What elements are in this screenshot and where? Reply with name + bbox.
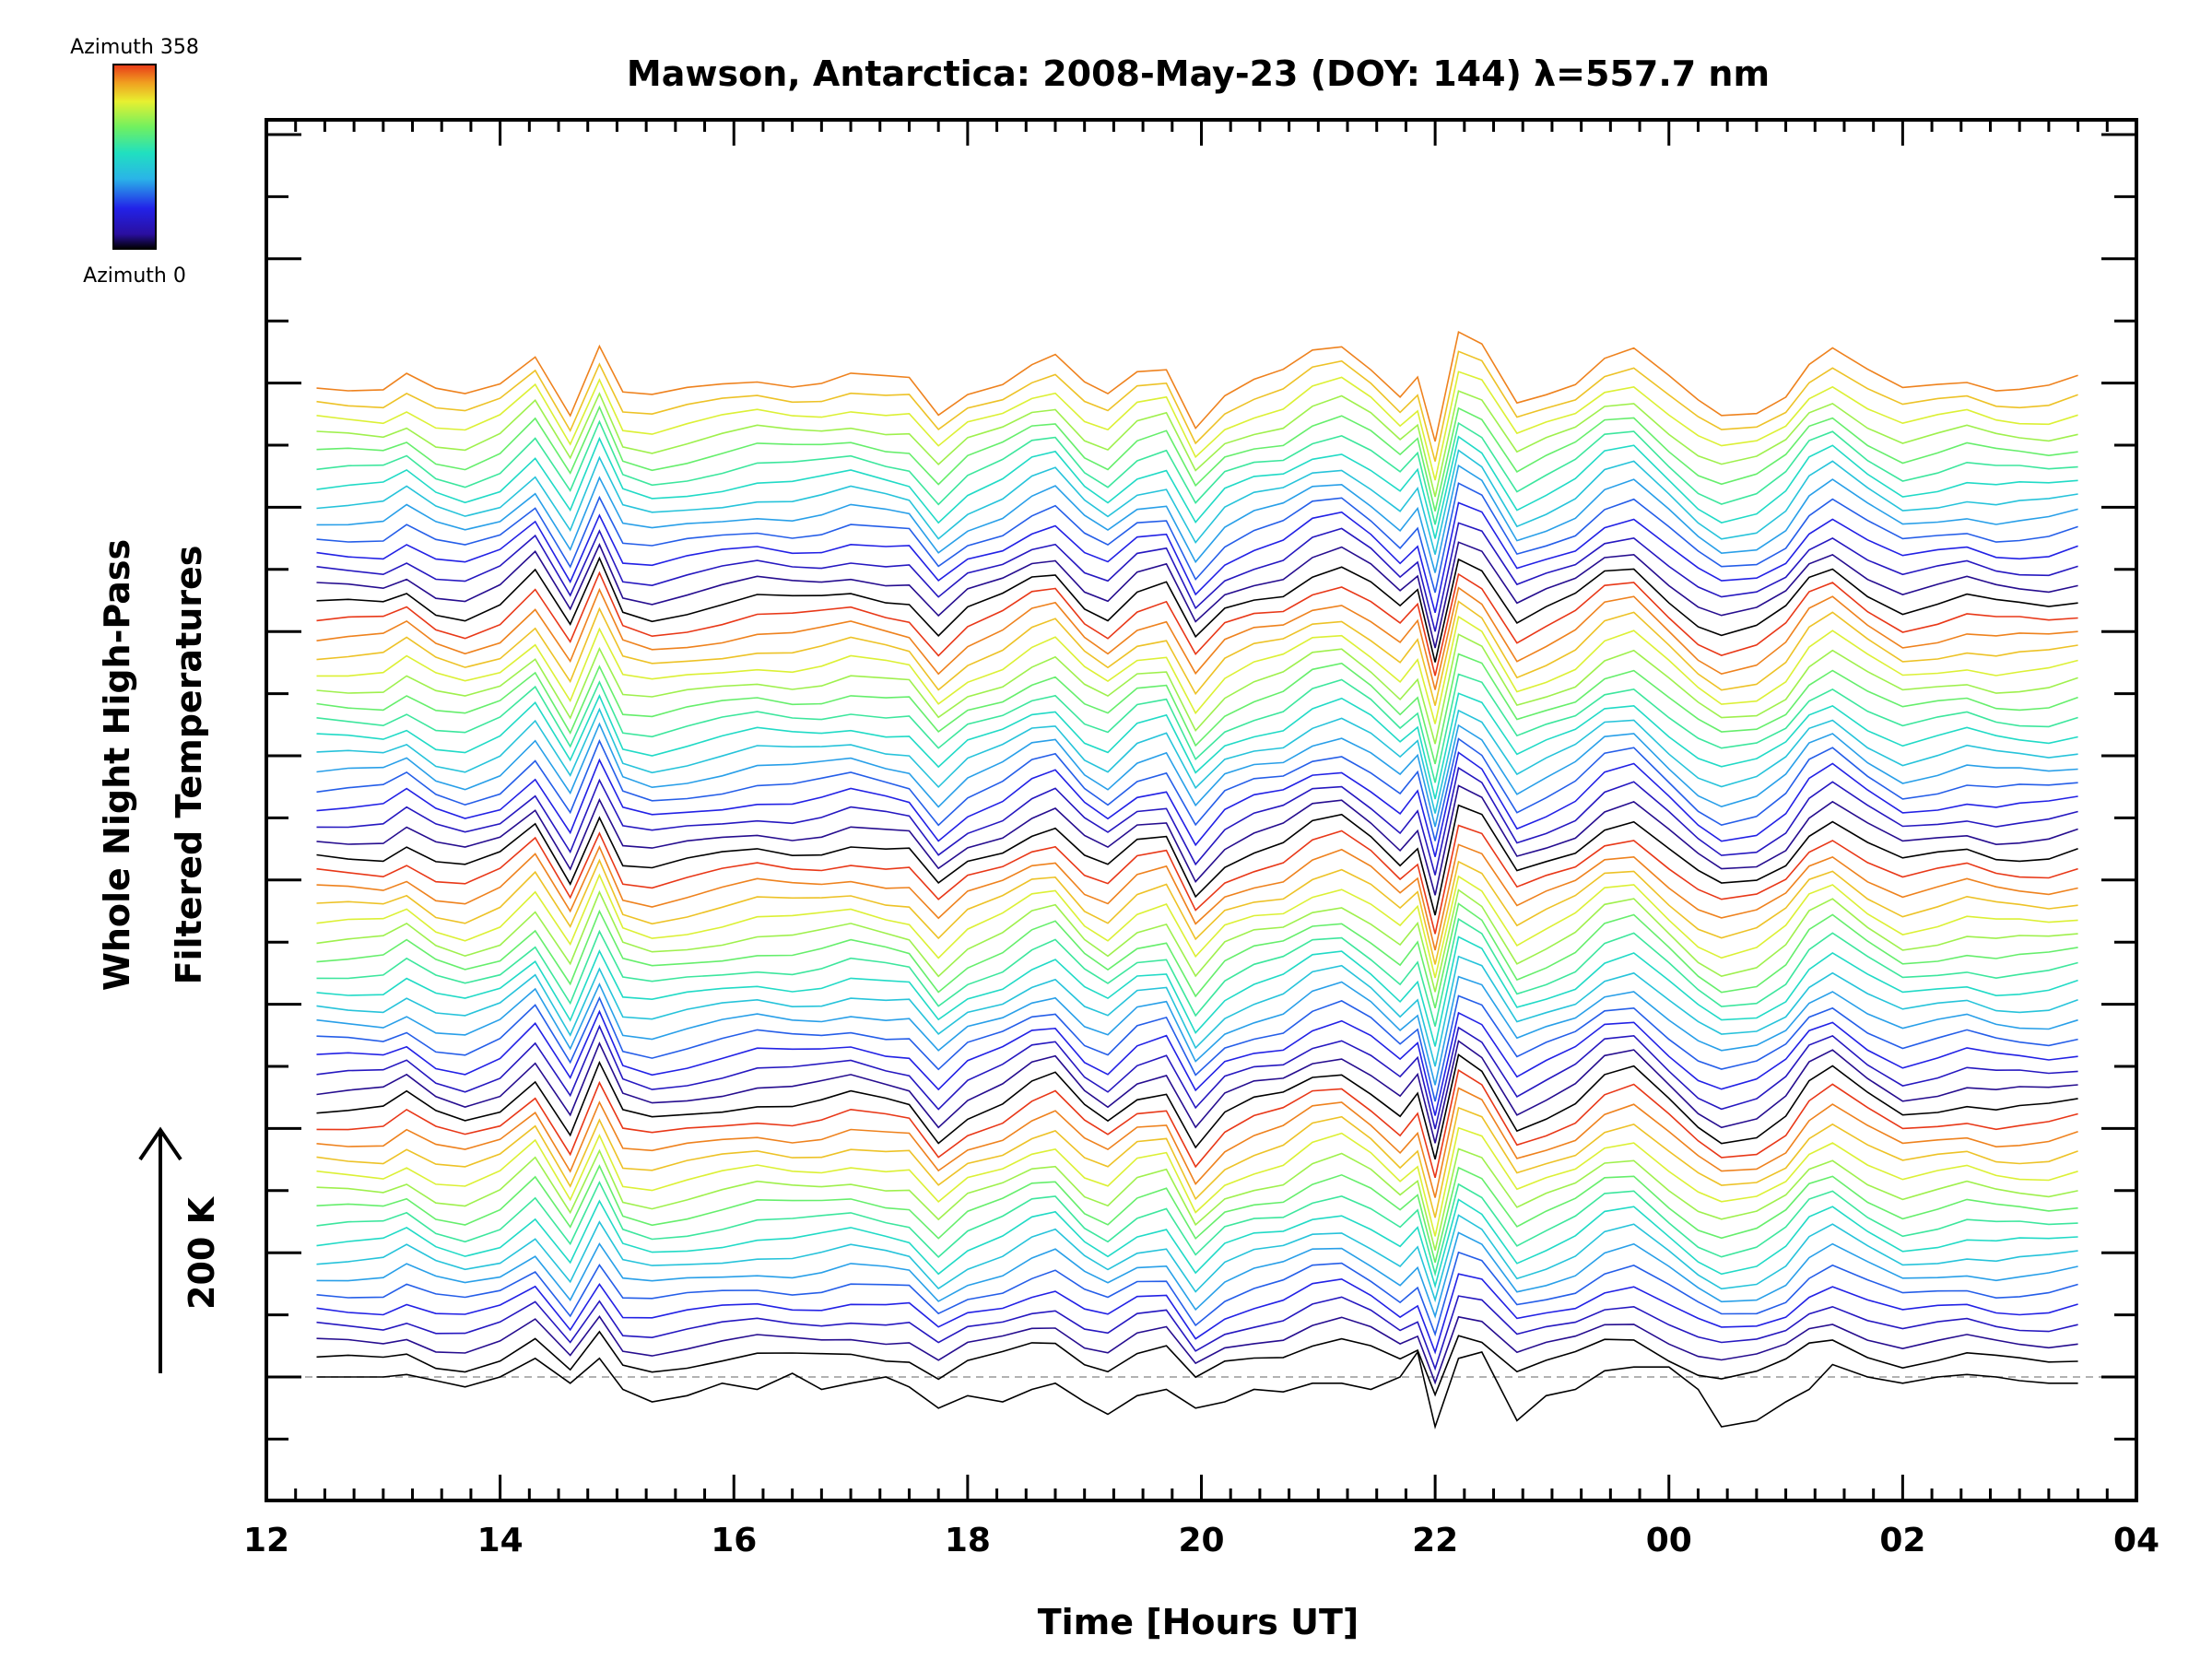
series-line	[316, 1040, 2078, 1144]
series-line	[316, 1180, 2078, 1277]
x-tick-label: 20	[1178, 1522, 1224, 1559]
x-tick-label: 00	[1646, 1522, 1692, 1559]
series-line	[316, 707, 2078, 814]
series-line	[316, 1350, 2078, 1430]
series-line	[316, 1087, 2078, 1198]
x-tick-label: 02	[1879, 1522, 1925, 1559]
y-axis-title-line1: Whole Night High-Pass	[97, 539, 137, 991]
series-line	[316, 371, 2078, 481]
series-line	[316, 737, 2078, 841]
series-line	[316, 419, 2078, 525]
x-tick-label: 14	[477, 1522, 524, 1559]
series-line	[316, 350, 2078, 462]
chart-title: Mawson, Antarctica: 2008-May-23 (DOY: 14…	[627, 53, 1770, 94]
series-line	[316, 482, 2078, 594]
series-line	[316, 935, 2078, 1047]
series-line	[316, 722, 2078, 828]
series-line	[316, 1273, 2078, 1355]
series-line	[316, 917, 2078, 1027]
series-line	[316, 571, 2078, 677]
colorbar-bottom-label: Azimuth 0	[83, 265, 186, 288]
scale-arrow	[138, 1126, 182, 1373]
plot-frame	[265, 118, 2138, 1502]
series-line	[316, 1024, 2078, 1130]
series-line	[316, 692, 2078, 800]
series-line	[316, 955, 2078, 1067]
series-line	[316, 1231, 2078, 1319]
series-line	[316, 858, 2078, 965]
series-line	[316, 1126, 2078, 1237]
series-line	[316, 541, 2078, 649]
series-line	[316, 600, 2078, 706]
series-line	[316, 435, 2078, 539]
series-line	[316, 873, 2078, 979]
series-line	[316, 633, 2078, 745]
series-line	[316, 1009, 2078, 1116]
series-line	[316, 405, 2078, 512]
series-line	[316, 1068, 2078, 1179]
series-line	[316, 843, 2078, 951]
x-tick-label: 12	[243, 1522, 289, 1559]
x-tick-label: 04	[2113, 1522, 2159, 1559]
series-line	[316, 501, 2078, 614]
x-tick-label: 22	[1412, 1522, 1458, 1559]
axes-group	[265, 118, 2138, 1502]
x-tick-label: 16	[711, 1522, 757, 1559]
series-line	[316, 331, 2078, 442]
x-tick-labels: 12 14 16 18 20 22 00 02 04	[243, 1522, 2159, 1559]
series-line	[316, 1106, 2078, 1218]
series-line	[316, 449, 2078, 555]
series-line	[316, 586, 2078, 690]
series-line	[316, 888, 2078, 993]
series-line	[316, 994, 2078, 1102]
series-line	[316, 902, 2078, 1009]
y-axis-title-line2: Filtered Temperatures	[169, 546, 209, 985]
series-line	[316, 824, 2078, 935]
series-line	[316, 975, 2078, 1086]
x-tick-label: 18	[945, 1522, 991, 1559]
series-line	[316, 1315, 2078, 1385]
colorbar	[112, 64, 157, 250]
series-line	[316, 653, 2078, 765]
series-line	[316, 522, 2078, 632]
series-line	[316, 464, 2078, 573]
series-line	[316, 766, 2078, 876]
series-line	[316, 804, 2078, 916]
series-line	[316, 1147, 2078, 1251]
series-line	[316, 1214, 2078, 1303]
colorbar-top-label: Azimuth 358	[70, 36, 199, 59]
series-line	[316, 1198, 2078, 1289]
x-axis-title: Time [Hours UT]	[1038, 1602, 1359, 1642]
series-line	[316, 1164, 2078, 1264]
series-line	[316, 556, 2078, 663]
series-line	[316, 1053, 2078, 1160]
series-line	[316, 673, 2078, 783]
series-line	[316, 1295, 2078, 1371]
series-line	[316, 615, 2078, 724]
series-line	[316, 1330, 2078, 1397]
scale-label: 200 K	[182, 1195, 222, 1310]
series-line	[316, 751, 2078, 857]
series-line	[316, 390, 2078, 498]
series-line	[316, 784, 2078, 896]
series-line	[316, 1251, 2078, 1337]
series-group	[266, 331, 2136, 1430]
